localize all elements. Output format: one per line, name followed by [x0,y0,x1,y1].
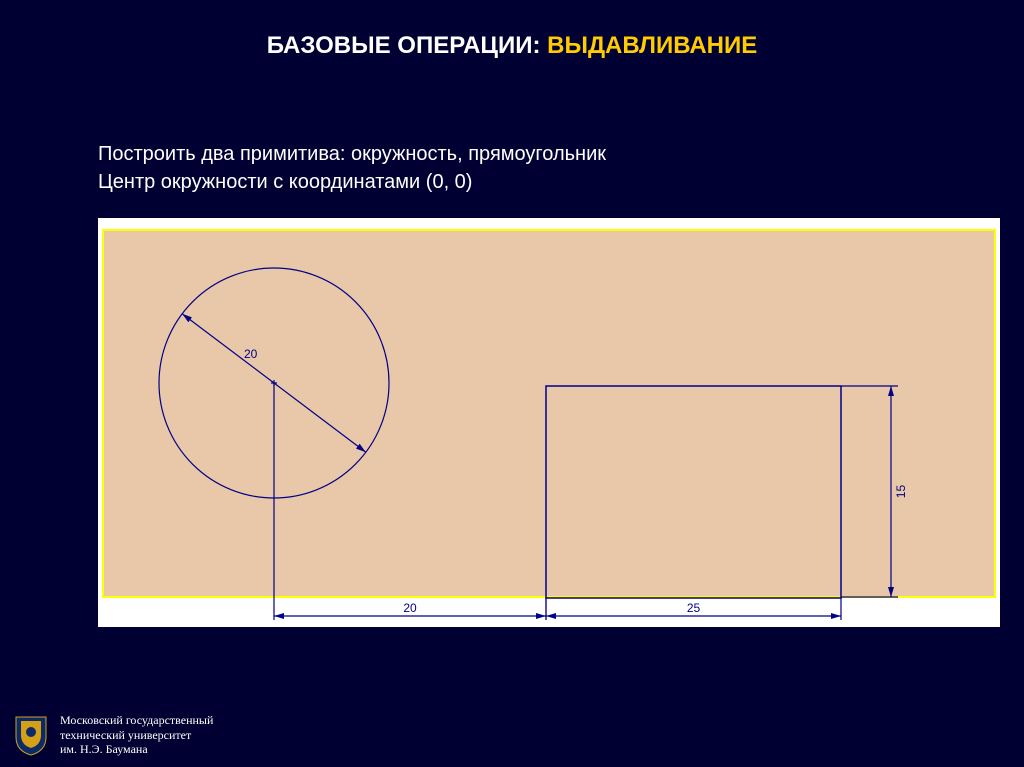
svg-text:25: 25 [687,601,701,615]
footer-line-2: технический университет [60,728,213,742]
footer-text: Московский государственный технический у… [60,713,213,756]
slide-title: БАЗОВЫЕ ОПЕРАЦИИ: ВЫДАВЛИВАНИЕ [0,32,1024,60]
slide: БАЗОВЫЕ ОПЕРАЦИИ: ВЫДАВЛИВАНИЕ Построить… [0,0,1024,767]
university-crest-icon [12,713,50,757]
svg-text:20: 20 [403,601,417,615]
instruction-line-2: Центр окружности с координатами (0, 0) [98,168,606,196]
title-prefix: БАЗОВЫЕ ОПЕРАЦИИ: [267,32,547,59]
title-accent: ВЫДАВЛИВАНИЕ [547,32,757,59]
technical-drawing: 20 20 25 15 [98,218,1000,627]
footer-line-3: им. Н.Э. Баумана [60,742,213,756]
svg-text:20: 20 [244,347,258,361]
footer-line-1: Московский государственный [60,713,213,727]
instruction-line-1: Построить два примитива: окружность, пря… [98,140,606,168]
drawing-svg: 20 20 25 15 [98,218,1000,627]
footer: Московский государственный технический у… [12,713,213,757]
svg-text:15: 15 [894,485,908,499]
instruction-text: Построить два примитива: окружность, пря… [98,140,606,196]
